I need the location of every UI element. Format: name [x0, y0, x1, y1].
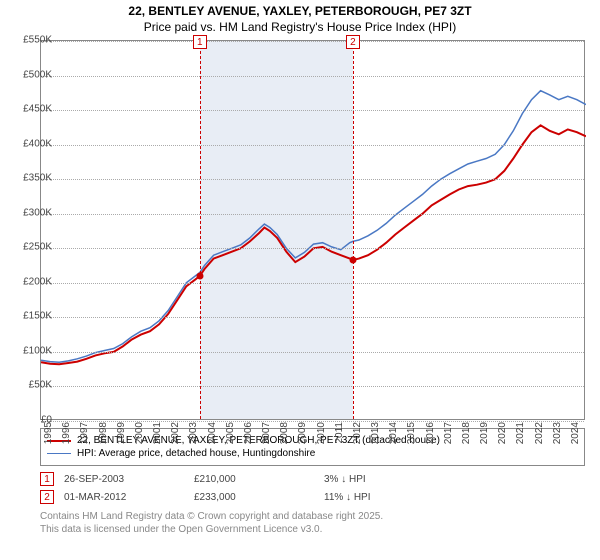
x-axis-tick-label: 2007 [261, 422, 272, 452]
x-axis-tick-label: 2023 [552, 422, 563, 452]
x-axis-tick-label: 2018 [461, 422, 472, 452]
sales-date: 01-MAR-2012 [64, 492, 184, 503]
footer-line: Contains HM Land Registry data © Crown c… [40, 510, 383, 523]
x-axis-tick-label: 2011 [334, 422, 345, 452]
chart-marker-dot [196, 272, 203, 279]
x-axis-tick-label: 1998 [98, 422, 109, 452]
sales-marker-badge: 2 [40, 490, 54, 504]
x-axis-tick-label: 2020 [497, 422, 508, 452]
x-axis-tick-label: 2021 [515, 422, 526, 452]
legend-label: 22, BENTLEY AVENUE, YAXLEY, PETERBOROUGH… [77, 435, 440, 446]
title-block: 22, BENTLEY AVENUE, YAXLEY, PETERBOROUGH… [0, 0, 600, 34]
chart-container: 22, BENTLEY AVENUE, YAXLEY, PETERBOROUGH… [0, 0, 600, 560]
x-axis-tick-label: 2010 [316, 422, 327, 452]
x-axis-tick-label: 2016 [425, 422, 436, 452]
y-axis-tick-label: £200K [12, 276, 52, 287]
x-axis-tick-label: 2006 [243, 422, 254, 452]
x-axis-tick-label: 2013 [370, 422, 381, 452]
x-axis-tick-label: 1996 [61, 422, 72, 452]
x-axis-tick-label: 2009 [297, 422, 308, 452]
x-axis-tick-label: 2003 [188, 422, 199, 452]
sales-row: 2 01-MAR-2012 £233,000 11% ↓ HPI [40, 488, 585, 506]
footer-attribution: Contains HM Land Registry data © Crown c… [40, 510, 383, 536]
x-axis-tick-label: 2004 [207, 422, 218, 452]
sales-price: £233,000 [194, 492, 314, 503]
x-axis-tick-label: 2015 [406, 422, 417, 452]
legend-swatch [47, 453, 71, 454]
series-line-hpi [41, 91, 586, 363]
sales-table: 1 26-SEP-2003 £210,000 3% ↓ HPI 2 01-MAR… [40, 470, 585, 506]
x-axis-tick-label: 2002 [170, 422, 181, 452]
y-axis-tick-label: £250K [12, 242, 52, 253]
x-axis-tick-label: 2012 [352, 422, 363, 452]
sales-delta: 3% ↓ HPI [324, 474, 444, 485]
y-axis-tick-label: £450K [12, 104, 52, 115]
x-axis-tick-label: 2024 [570, 422, 581, 452]
y-axis-tick-label: £50K [12, 380, 52, 391]
x-axis-tick-label: 1997 [79, 422, 90, 452]
footer-line: This data is licensed under the Open Gov… [40, 523, 383, 536]
x-axis-tick-label: 2017 [443, 422, 454, 452]
y-axis-tick-label: £550K [12, 35, 52, 46]
x-axis-tick-label: 2000 [134, 422, 145, 452]
y-axis-tick-label: £350K [12, 173, 52, 184]
chart-lines-svg [41, 41, 586, 421]
x-axis-tick-label: 2005 [225, 422, 236, 452]
y-axis-tick-label: £400K [12, 138, 52, 149]
x-axis-tick-label: 2022 [534, 422, 545, 452]
x-axis-tick-label: 2008 [279, 422, 290, 452]
y-axis-tick-label: £500K [12, 69, 52, 80]
x-axis-tick-label: 2001 [152, 422, 163, 452]
x-axis-tick-label: 1995 [43, 422, 54, 452]
title-subtitle: Price paid vs. HM Land Registry's House … [0, 20, 600, 34]
y-axis-tick-label: £100K [12, 345, 52, 356]
sales-date: 26-SEP-2003 [64, 474, 184, 485]
x-axis-tick-label: 2019 [479, 422, 490, 452]
sales-row: 1 26-SEP-2003 £210,000 3% ↓ HPI [40, 470, 585, 488]
sales-marker-badge: 1 [40, 472, 54, 486]
chart-marker-badge: 2 [346, 35, 360, 49]
chart-marker-badge: 1 [193, 35, 207, 49]
sales-price: £210,000 [194, 474, 314, 485]
x-axis-tick-label: 1999 [116, 422, 127, 452]
chart-marker-dot [349, 257, 356, 264]
x-axis-tick-label: 2014 [388, 422, 399, 452]
title-address: 22, BENTLEY AVENUE, YAXLEY, PETERBOROUGH… [0, 4, 600, 18]
chart-plot-area: 12 [40, 40, 585, 420]
sales-delta: 11% ↓ HPI [324, 492, 444, 503]
y-axis-tick-label: £150K [12, 311, 52, 322]
y-axis-tick-label: £300K [12, 207, 52, 218]
